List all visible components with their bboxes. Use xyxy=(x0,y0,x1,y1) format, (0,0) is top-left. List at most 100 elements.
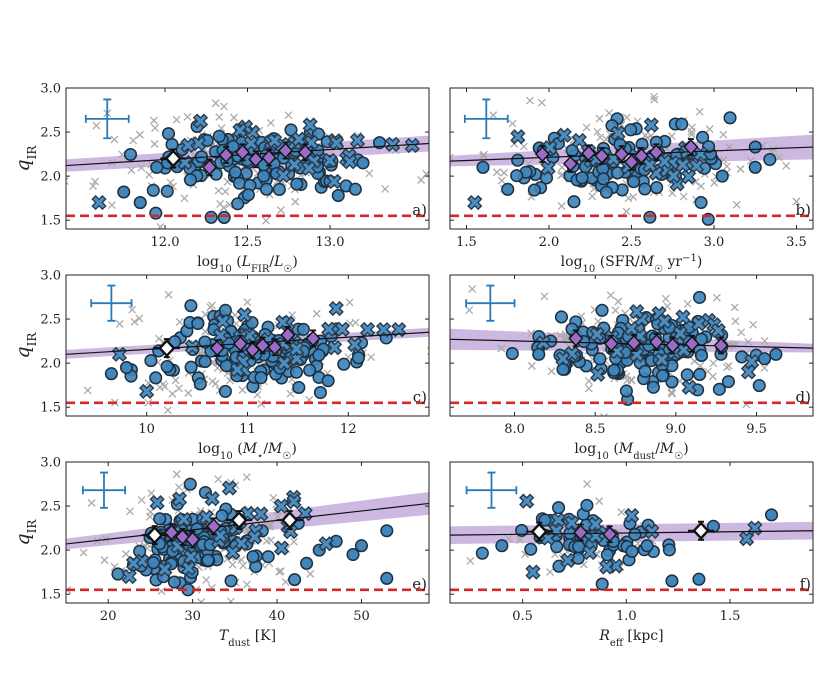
circle-point xyxy=(183,173,198,187)
axes-frame xyxy=(449,461,814,604)
gray-x-point xyxy=(732,200,741,209)
gray-x-point xyxy=(774,153,783,162)
circle-point xyxy=(215,509,229,523)
binned-diamond xyxy=(206,518,222,535)
panel-tag: d) xyxy=(796,388,811,406)
gray-x-point xyxy=(492,168,501,177)
gray-x-point xyxy=(214,475,223,484)
cross-point xyxy=(361,323,374,336)
cross-point xyxy=(674,327,686,339)
cross-point xyxy=(248,531,261,543)
cross-point xyxy=(566,517,578,529)
gray-x-point xyxy=(291,197,300,206)
circle-point xyxy=(567,195,581,209)
circle-point xyxy=(627,175,641,189)
gray-x-point xyxy=(127,166,136,175)
gray-x-point xyxy=(180,194,189,203)
gray-x-point xyxy=(381,185,390,193)
circle-point xyxy=(111,567,125,581)
gray-x-point xyxy=(276,567,285,576)
gray-x-point xyxy=(128,305,137,314)
binned-black xyxy=(141,510,303,546)
x-axis-label: log10 (M⋆/M☉) xyxy=(198,441,297,462)
cross-point xyxy=(677,159,689,171)
gray-x-point xyxy=(172,470,181,479)
circle-point xyxy=(580,498,594,512)
gray-x-point xyxy=(150,140,159,148)
gray-x-point xyxy=(417,176,426,184)
gray-x-point xyxy=(736,165,745,174)
cross-point xyxy=(601,561,613,573)
gray-x-point xyxy=(687,123,696,132)
error-cross xyxy=(463,98,509,140)
cross-markers xyxy=(535,303,760,395)
circle-point xyxy=(693,290,707,304)
circle-point xyxy=(511,153,525,167)
circle-point xyxy=(246,550,260,564)
x-tick-label: 12 xyxy=(340,422,357,437)
gray-x-point xyxy=(725,143,734,152)
binned-purple xyxy=(202,141,313,177)
binned-diamond xyxy=(202,159,218,176)
circle-point xyxy=(607,363,621,377)
binned-diamond-black xyxy=(281,510,299,530)
panel-tag: e) xyxy=(412,575,427,593)
circle-point xyxy=(554,310,569,324)
gray-x-point xyxy=(79,548,88,557)
binned-diamond-black xyxy=(692,521,710,540)
gray-x-point xyxy=(722,363,731,372)
gray-x-point xyxy=(137,163,146,172)
gray-x-point xyxy=(667,388,676,397)
gray-x-point xyxy=(126,507,135,516)
binned-diamond xyxy=(534,146,550,163)
gray-x-point xyxy=(527,361,536,370)
gray-x-point xyxy=(266,118,275,127)
gray-x-point xyxy=(584,384,593,393)
cross-point xyxy=(336,323,349,335)
gray-x-point xyxy=(351,318,360,327)
circle-point xyxy=(232,176,247,190)
cross-point xyxy=(573,134,585,147)
gray-x-point xyxy=(242,473,251,482)
y-tick-label: 1.5 xyxy=(40,401,61,416)
gray-x-point xyxy=(168,389,177,398)
gray-x-point xyxy=(668,189,677,198)
cross-point xyxy=(742,366,755,378)
binned-diamond xyxy=(305,330,321,347)
fit-line xyxy=(450,530,813,536)
cross-point xyxy=(387,138,399,151)
gray-x-point xyxy=(345,298,354,307)
gray-x-point xyxy=(151,124,159,133)
gray-x-point xyxy=(284,111,293,120)
cross-point xyxy=(542,162,554,174)
gray-x-point xyxy=(208,377,217,386)
x-tick-label: 30 xyxy=(184,609,201,624)
gray-x-point xyxy=(719,130,728,139)
cross-point xyxy=(544,142,556,154)
error-cross xyxy=(90,284,133,322)
circle-point xyxy=(595,303,609,317)
circle-point xyxy=(619,384,633,398)
circle-point xyxy=(532,347,546,361)
gray-x-point xyxy=(605,109,614,118)
cross-point xyxy=(277,169,289,181)
gray-x-point xyxy=(466,557,475,565)
panel-e: 20 30 40 50 1.5 2.0 2.5 3.0 e) Tdust [K] qIR xyxy=(12,456,430,649)
gray-x-point xyxy=(146,512,154,521)
gray-x-point xyxy=(226,597,235,603)
cross-point xyxy=(278,357,290,369)
panel-c: 10 11 12 1.5 2.0 2.5 3.0 c) log10 (M⋆/M☉) qIR xyxy=(12,269,430,462)
binned-diamond xyxy=(648,144,664,161)
gray-x-point xyxy=(110,135,119,144)
circle-point xyxy=(261,550,275,564)
cross-point xyxy=(330,137,343,149)
circle-point xyxy=(680,368,694,382)
cross-point xyxy=(328,342,341,354)
circle-point xyxy=(763,152,777,167)
binned-diamond xyxy=(568,330,584,347)
gray-x-point xyxy=(606,291,615,300)
cross-point xyxy=(214,329,226,342)
circle-point xyxy=(505,347,519,361)
circle-point xyxy=(748,160,762,174)
